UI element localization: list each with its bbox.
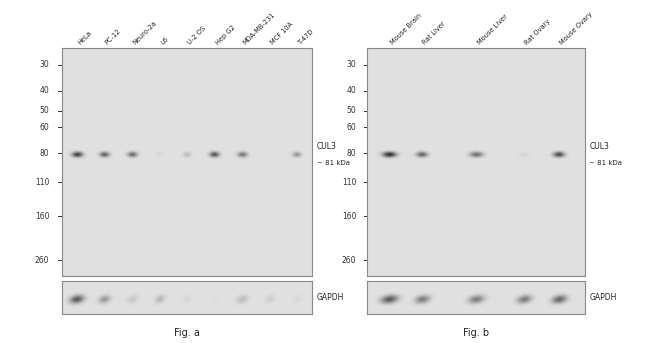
Text: 80: 80: [346, 149, 356, 158]
Text: 260: 260: [34, 256, 49, 265]
Text: ~ 81 kDa: ~ 81 kDa: [590, 159, 622, 166]
Text: 40: 40: [40, 86, 49, 95]
Text: Rat Liver: Rat Liver: [422, 21, 447, 46]
Text: MDA-MB-231: MDA-MB-231: [242, 12, 276, 46]
Text: 110: 110: [342, 178, 356, 187]
Text: 80: 80: [40, 149, 49, 158]
Text: Mouse Ovary: Mouse Ovary: [559, 11, 594, 46]
Text: HeLa: HeLa: [77, 29, 93, 46]
Text: Mouse Liver: Mouse Liver: [476, 13, 508, 46]
Text: 260: 260: [342, 256, 356, 265]
Text: 60: 60: [40, 123, 49, 132]
Text: 60: 60: [346, 123, 356, 132]
Text: 160: 160: [34, 212, 49, 221]
Text: 40: 40: [346, 86, 356, 95]
Text: MCF 10A: MCF 10A: [270, 21, 294, 46]
Text: Fig. b: Fig. b: [463, 328, 489, 338]
Text: Hep G2: Hep G2: [214, 24, 236, 46]
Text: L6: L6: [159, 36, 169, 46]
Text: GAPDH: GAPDH: [590, 293, 617, 302]
Text: 50: 50: [40, 106, 49, 115]
Text: Neuro-2a: Neuro-2a: [132, 20, 158, 46]
Text: Rat Ovary: Rat Ovary: [524, 18, 552, 46]
Text: CUL3: CUL3: [317, 142, 337, 151]
Text: 30: 30: [40, 60, 49, 69]
Text: 30: 30: [346, 60, 356, 69]
Text: PC-12: PC-12: [104, 28, 122, 46]
Text: ~ 81 kDa: ~ 81 kDa: [317, 159, 350, 166]
Text: Fig. a: Fig. a: [174, 328, 200, 338]
Text: CUL3: CUL3: [590, 142, 609, 151]
Text: 110: 110: [35, 178, 49, 187]
Text: 160: 160: [342, 212, 356, 221]
Text: T-47D: T-47D: [297, 28, 315, 46]
Text: Mouse Brain: Mouse Brain: [389, 12, 422, 46]
Text: GAPDH: GAPDH: [317, 293, 344, 302]
Text: U-2 OS: U-2 OS: [187, 25, 207, 46]
Text: 50: 50: [346, 106, 356, 115]
